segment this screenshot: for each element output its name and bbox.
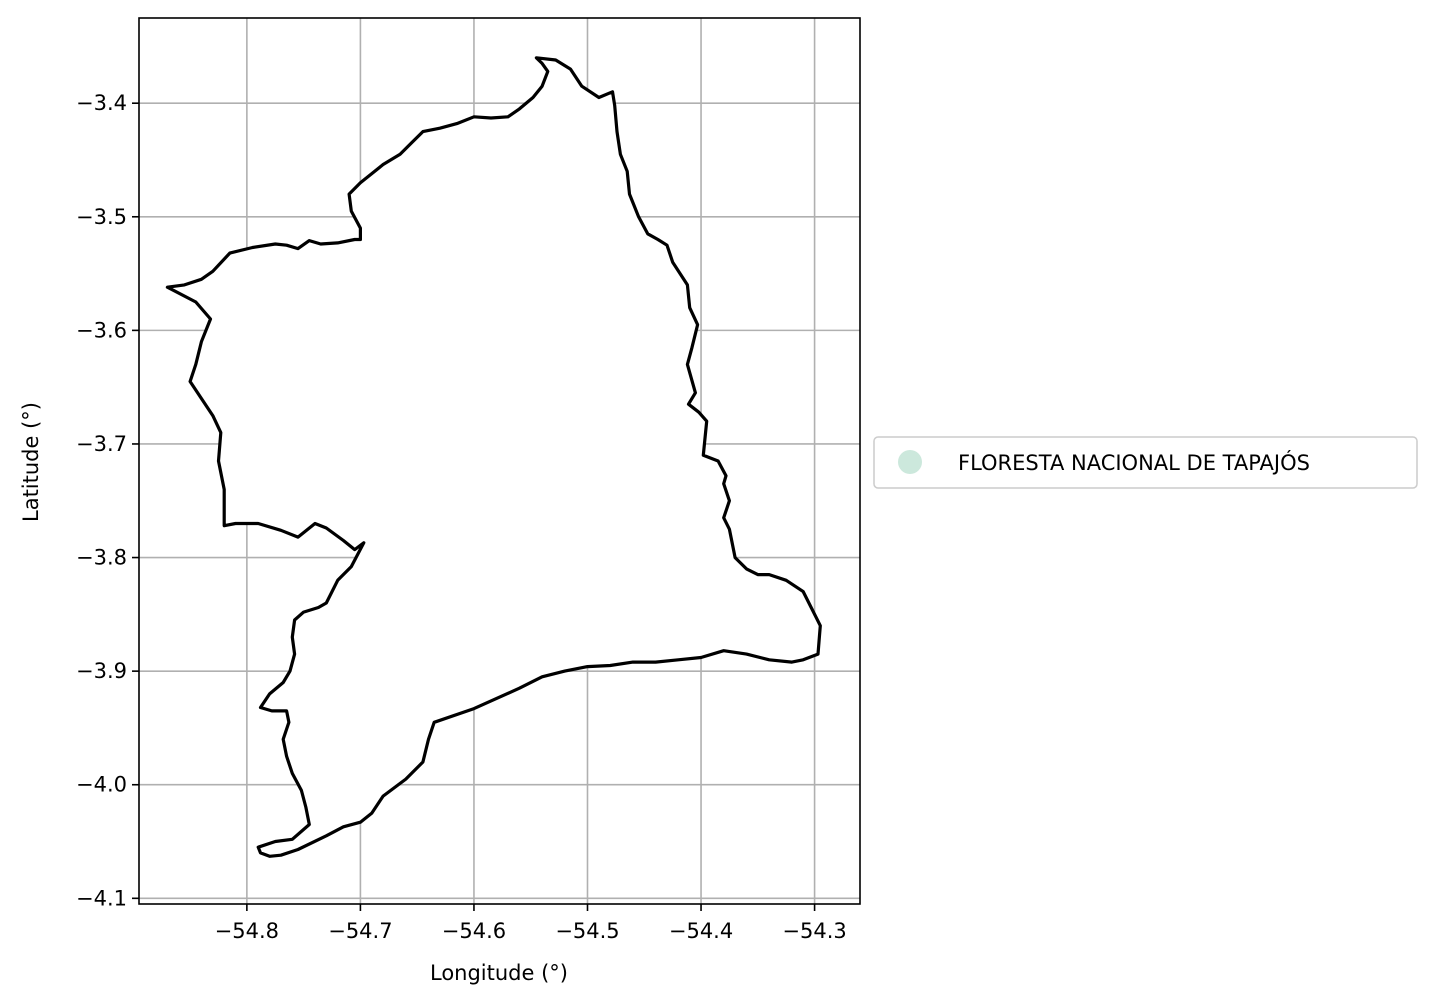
map-features — [165, 56, 822, 858]
y-axis-ticks: −3.4 −3.5 −3.6 −3.7 −3.8 −3.9 −4.0 −4.1 — [76, 91, 139, 910]
legend-label: FLORESTA NACIONAL DE TAPAJÓS — [958, 450, 1310, 475]
x-tick-label: −54.8 — [215, 919, 279, 943]
y-tick-label: −3.5 — [76, 205, 127, 229]
legend-frame — [873, 436, 1418, 489]
x-tick-label: −54.3 — [782, 919, 846, 943]
y-axis-label: Latitude (°) — [19, 402, 43, 522]
legend: FLORESTA NACIONAL DE TAPAJÓS — [873, 436, 1418, 489]
x-tick-label: −54.7 — [328, 919, 392, 943]
x-axis-ticks: −54.8 −54.7 −54.6 −54.5 −54.4 −54.3 — [215, 904, 847, 943]
y-tick-label: −3.7 — [76, 432, 127, 456]
feature-boundary — [165, 56, 822, 858]
y-tick-label: −3.4 — [76, 91, 127, 115]
y-tick-label: −3.9 — [76, 659, 127, 683]
plot-area — [138, 17, 861, 905]
y-tick-label: −4.1 — [76, 886, 127, 910]
legend-marker — [898, 450, 922, 474]
y-tick-label: −3.8 — [76, 546, 127, 570]
axes-frame — [138, 17, 861, 905]
x-tick-label: −54.6 — [442, 919, 506, 943]
x-axis-label: Longitude (°) — [430, 961, 568, 985]
y-tick-label: −3.6 — [76, 318, 127, 342]
x-tick-label: −54.4 — [669, 919, 733, 943]
x-tick-label: −54.5 — [555, 919, 619, 943]
y-tick-label: −4.0 — [76, 773, 127, 797]
